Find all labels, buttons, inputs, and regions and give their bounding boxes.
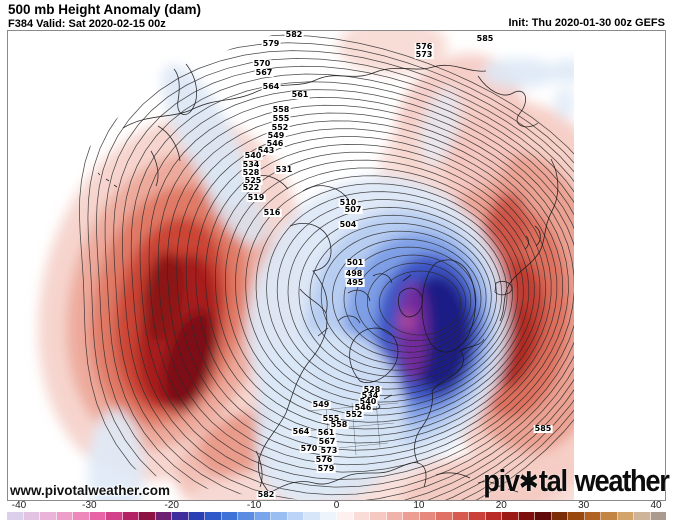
height-contour [266,191,513,396]
colorbar-swatch [337,512,354,520]
height-contour [343,246,477,353]
colorbar-swatch [617,512,634,520]
height-contour [195,136,552,444]
map-graphic [38,31,574,500]
colorbar-swatch [188,512,205,520]
logo-text-weather: weather [575,463,670,498]
height-contour [309,222,492,371]
height-contour [87,42,574,500]
colorbar-swatch [403,512,420,520]
colorbar-swatch-row [7,512,666,520]
height-contour [104,58,574,500]
colorbar-swatch [287,512,304,520]
colorbar-swatch [304,512,321,520]
colorbar-tick-label: -20 [164,500,179,511]
colorbar-swatch [238,512,255,520]
colorbar-swatch [568,512,585,520]
height-contour [287,207,503,384]
colorbar-swatch [56,512,73,520]
colorbar-swatch [320,512,337,520]
gear-icon: ✱ [519,466,540,497]
colorbar-tick-label: 30 [578,500,590,511]
colorbar-swatch [254,512,271,520]
colorbar-swatch [551,512,568,520]
colorbar-swatch [634,512,651,520]
colorbar-tick-label: 10 [413,500,425,511]
height-contour [185,128,558,451]
colorbar-swatch [601,512,618,520]
pivotal-weather-logo: piv✱tal weather [483,463,671,499]
height-contour [245,175,524,410]
height-contour [225,159,535,423]
page-title: 500 mb Height Anomaly (dam) [8,2,202,17]
colorbar-swatch [386,512,403,520]
height-contour [157,104,574,473]
colorbar-tick-label: 40 [650,500,662,511]
height-contour [148,97,574,480]
colorbar-swatch [353,512,370,520]
colorbar-swatch [271,512,288,520]
colorbar-swatch [40,512,57,520]
colorbar-swatch [122,512,139,520]
height-contour [298,214,497,377]
height-contour [205,144,546,437]
colorbar-swatch [7,512,24,520]
colorbar-swatch [73,512,90,520]
colorbar-swatch [172,512,189,520]
colorbar-swatch [650,512,666,520]
colorbar-swatch [221,512,238,520]
height-contour [276,199,508,390]
colorbar-swatch [584,512,601,520]
height-contour [320,230,487,365]
init-time-label: Init: Thu 2020-01-30 00z GEFS [508,17,666,29]
header: 500 mb Height Anomaly (dam) F384 Valid: … [8,2,201,30]
height-contour [79,34,574,500]
map-canvas[interactable]: 582 579 576 573 585 570 567 564 561 558 555 552 549 5… [7,30,666,501]
colorbar-tick-label: -40 [11,500,27,511]
height-contour [167,112,569,466]
colorbar-tick-label: -10 [246,500,262,511]
height-contour [139,89,574,488]
logo-text-tal: tal [539,463,568,498]
colorbar-swatch [89,512,106,520]
valid-time-label: F384 Valid: Sat 2020-02-15 00z [8,18,166,30]
watermark-url: www.pivotalweather.com [10,483,171,498]
colorbar-swatch [23,512,40,520]
colorbar-swatch [518,512,535,520]
colorbar-swatch [485,512,502,520]
height-contour [235,167,530,416]
anomaly-colorbar: -40 -30 -20 -10 0 10 20 30 40 [7,501,666,520]
colorbar-swatch [502,512,519,520]
colorbar-swatch [370,512,387,520]
height-contour [113,65,574,500]
colorbar-swatch [205,512,222,520]
logo-text-piv: piv [483,463,521,498]
colorbar-swatch [139,512,156,520]
colorbar-tick-row: -40 -30 -20 -10 0 10 20 30 40 [7,501,666,511]
colorbar-swatch [419,512,436,520]
height-contour [378,270,462,336]
height-contour [215,151,541,430]
colorbar-swatch [155,512,172,520]
colorbar-tick-label: 0 [333,500,340,511]
height-contour [366,262,467,342]
colorbar-swatch [436,512,453,520]
height-contour [332,238,482,359]
colorbar-swatch [535,512,552,520]
height-contour [96,50,574,500]
coastline-layer [97,63,559,494]
height-contour [122,73,574,500]
colorbar-swatch [469,512,486,520]
height-contour [176,120,563,458]
colorbar-tick-label: 20 [495,500,507,511]
colorbar-swatch [452,512,469,520]
height-contour [255,183,519,403]
colorbar-swatch [106,512,123,520]
colorbar-tick-label: -30 [82,500,97,511]
height-contour [130,81,574,496]
